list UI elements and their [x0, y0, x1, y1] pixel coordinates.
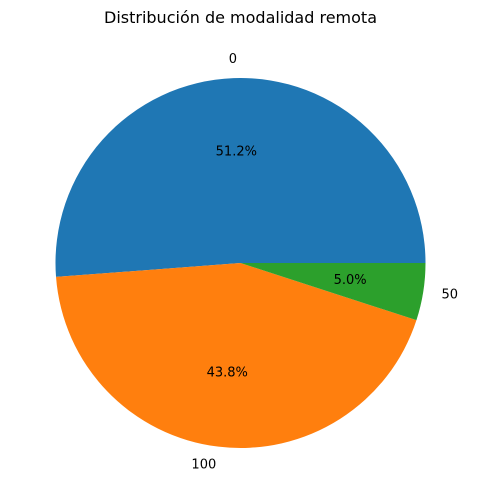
pie-slices — [55, 78, 426, 449]
slice-label-100: 100 — [191, 458, 216, 473]
slice-percent-50: 5.0% — [334, 273, 367, 288]
slice-label-0: 0 — [229, 52, 237, 67]
slice-percent-100: 43.8% — [207, 366, 248, 381]
chart-title: Distribución de modalidad remota — [104, 8, 377, 27]
slice-label-50: 50 — [441, 287, 458, 302]
pie-slice-100 — [56, 263, 417, 449]
slice-percent-0: 51.2% — [216, 145, 257, 160]
pie-slice-0 — [55, 78, 426, 277]
pie-slice-50 — [240, 263, 426, 321]
pie-labels: 0 51.2% 100 43.8% 50 5.0% — [191, 52, 458, 472]
